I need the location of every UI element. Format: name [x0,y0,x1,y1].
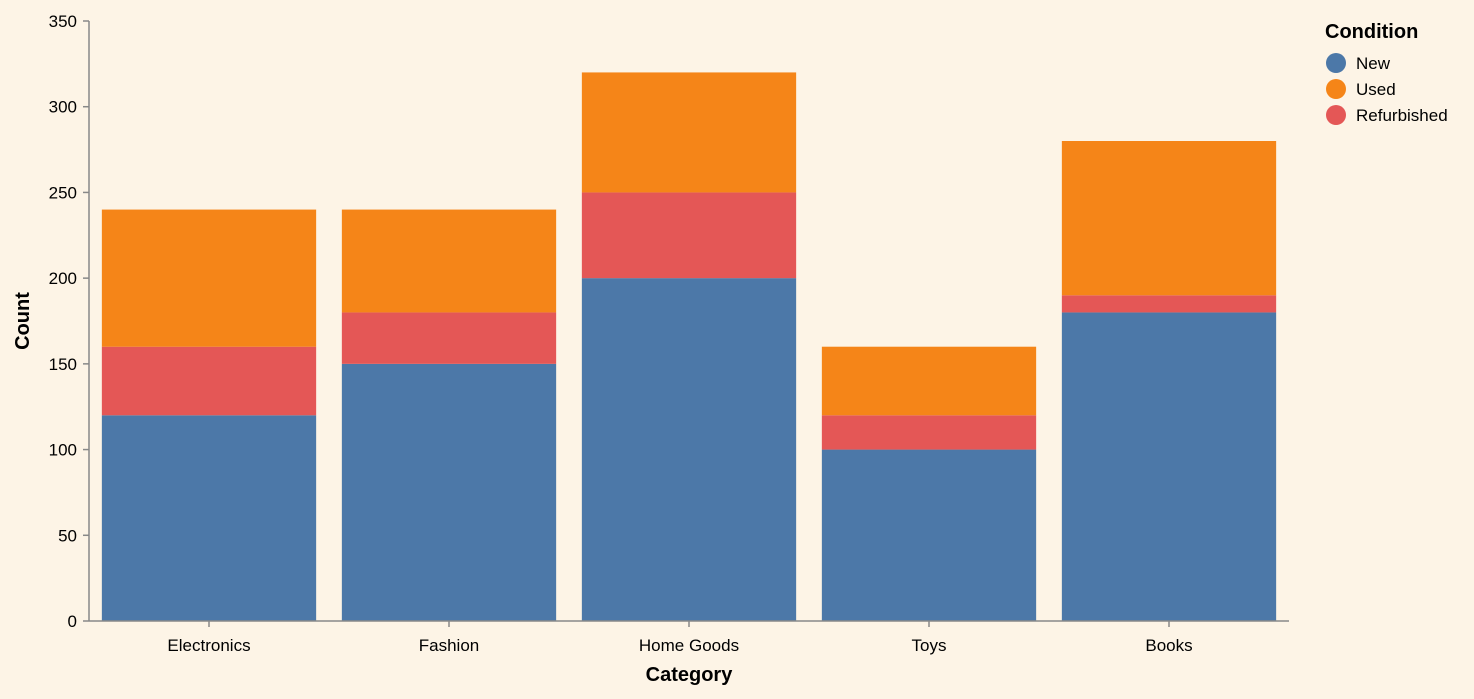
x-tick-label: Books [1145,636,1192,655]
legend-label-used: Used [1356,80,1396,99]
legend: Condition New Used Refurbished [1325,21,1448,125]
y-tick-label: 350 [49,12,77,31]
y-tick-label: 200 [49,269,77,288]
bar-fashion-refurbished [341,312,557,364]
x-axis: Electronics Fashion Home Goods Toys Books [89,620,1289,655]
legend-swatch-refurbished [1326,105,1346,125]
bar-fashion-new [341,363,557,621]
bar-electronics-refurbished [101,346,317,416]
y-axis-title: Count [12,292,34,350]
legend-swatch-used [1326,79,1346,99]
y-tick-label: 250 [49,183,77,202]
bar-home-goods-refurbished [581,192,797,279]
legend-label-new: New [1356,54,1391,73]
bar-fashion-used [341,209,557,313]
bar-home-goods-used [581,72,797,193]
x-tick-label: Toys [912,636,947,655]
bar-toys-new [821,449,1037,621]
x-tick-label: Electronics [167,636,250,655]
bar-home-goods-new [581,278,797,621]
bar-electronics-new [101,415,317,621]
bar-toys-refurbished [821,415,1037,450]
y-axis: 0 50 100 150 200 250 300 350 [49,12,90,631]
legend-label-refurbished: Refurbished [1356,106,1448,125]
y-tick-label: 100 [49,441,77,460]
bars-layer [101,72,1277,621]
bar-books-used [1061,141,1277,296]
y-tick-label: 150 [49,355,77,374]
y-tick-label: 300 [49,98,77,117]
legend-swatch-new [1326,53,1346,73]
bar-toys-used [821,346,1037,416]
x-tick-label: Fashion [419,636,479,655]
legend-title: Condition [1325,21,1418,43]
bar-books-refurbished [1061,295,1277,313]
bar-electronics-used [101,209,317,347]
y-tick-label: 50 [58,526,77,545]
x-axis-title: Category [646,664,734,686]
x-tick-label: Home Goods [639,636,739,655]
legend-entries: New Used Refurbished [1326,53,1448,125]
bar-books-new [1061,312,1277,621]
y-tick-label: 0 [68,612,77,631]
